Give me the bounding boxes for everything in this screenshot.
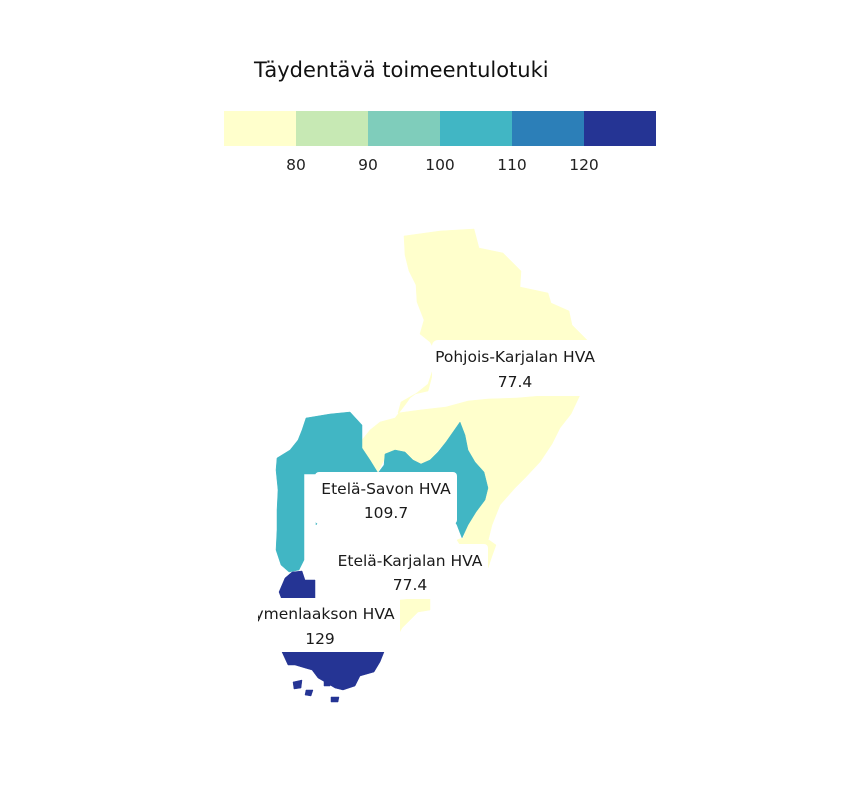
legend-swatch-5	[512, 111, 585, 146]
label-box-pohjois-karjala	[432, 340, 598, 396]
label-etela-savo-name: Etelä-Savon HVA	[321, 480, 451, 498]
legend-tick-120: 120	[569, 156, 599, 174]
label-etela-karjala-name: Etelä-Karjalan HVA	[338, 552, 483, 570]
legend-swatch-1	[224, 111, 297, 146]
legend-tick-90: 90	[358, 156, 378, 174]
label-kymenlaakso-value: 129	[305, 630, 335, 648]
label-pohjois-karjala-name: Pohjois-Karjalan HVA	[435, 348, 595, 366]
legend: Täydentävä toimeentulotuki 80 90 100 110…	[224, 58, 656, 174]
legend-tick-80: 80	[286, 156, 306, 174]
label-box-kymenlaakso	[258, 598, 400, 652]
legend-swatch-6	[584, 111, 656, 146]
legend-colorbar	[224, 111, 656, 146]
label-pohjois-karjala: Pohjois-Karjalan HVA 77.4	[432, 340, 598, 396]
legend-title: Täydentävä toimeentulotuki	[253, 58, 549, 82]
label-box-etela-savo	[315, 472, 457, 524]
label-box-etela-karjala	[332, 544, 488, 599]
label-pohjois-karjala-value: 77.4	[498, 373, 533, 391]
label-etela-savo-value: 109.7	[364, 504, 408, 522]
label-kymenlaakso-name: Kymenlaakson HVA	[245, 605, 395, 623]
legend-swatch-3	[368, 111, 441, 146]
label-etela-karjala-value: 77.4	[393, 576, 428, 594]
legend-tick-100: 100	[425, 156, 455, 174]
region-kymenlaakso[interactable]	[278, 570, 385, 703]
region-labels: Pohjois-Karjalan HVA 77.4 Etelä-Savon HV…	[245, 340, 598, 652]
label-kymenlaakso: Kymenlaakson HVA 129	[245, 598, 400, 652]
legend-swatch-2	[296, 111, 369, 146]
legend-swatch-4	[440, 111, 513, 146]
label-etela-savo: Etelä-Savon HVA 109.7	[315, 472, 457, 524]
legend-tick-110: 110	[497, 156, 527, 174]
label-etela-karjala: Etelä-Karjalan HVA 77.4	[332, 544, 488, 599]
